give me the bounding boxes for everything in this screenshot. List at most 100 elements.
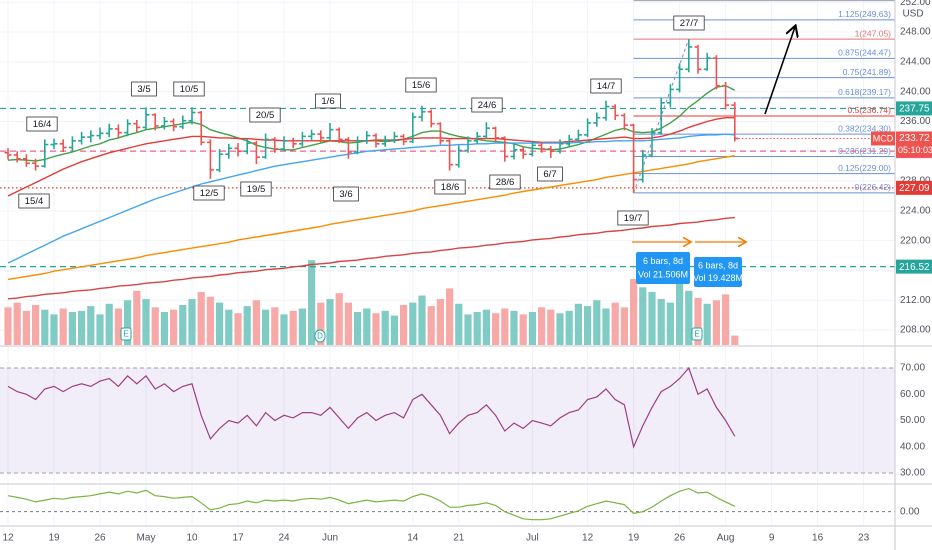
- volume-bar: [41, 309, 49, 345]
- volume-bar: [252, 300, 260, 345]
- volume-bar: [547, 309, 555, 345]
- volume-bar: [400, 304, 408, 345]
- date-box: [173, 81, 205, 97]
- x-tick-label: Jul: [526, 533, 539, 544]
- volume-bar: [648, 292, 656, 345]
- volume-bar: [455, 303, 463, 345]
- volume-bar: [170, 309, 178, 345]
- volume-bar: [271, 307, 279, 345]
- moving-average: [7, 216, 735, 300]
- volume-bar: [381, 310, 389, 345]
- event-label: D: [317, 332, 323, 341]
- volume-bar: [593, 300, 601, 345]
- event-label: E: [694, 330, 699, 339]
- date-label: 14/7: [597, 81, 616, 92]
- volume-bar: [427, 306, 435, 345]
- y-tick-label: 224.00: [900, 206, 931, 217]
- x-tick-label: 24: [278, 533, 290, 544]
- event-marker: [120, 327, 132, 341]
- date-label: 15/4: [25, 196, 44, 207]
- date-label: 24/6: [478, 100, 497, 111]
- y-tick-label: 252.00: [900, 0, 931, 8]
- volume-bar: [528, 312, 536, 345]
- volume-bar: [409, 302, 417, 345]
- grid: [0, 0, 895, 526]
- volume-bar: [620, 307, 628, 345]
- fib-label: 0(226.42): [855, 182, 892, 192]
- volume-bar: [124, 300, 132, 345]
- date-label: 15/6: [412, 80, 431, 91]
- last-price-tag: [896, 131, 932, 158]
- volume-bar: [519, 314, 527, 345]
- y-tick-label: 244.00: [900, 56, 931, 67]
- moving-average: [7, 155, 735, 281]
- date-box: [26, 116, 58, 132]
- volume-bar: [722, 294, 730, 345]
- bars-layer: [4, 39, 739, 193]
- volume-bar: [68, 312, 76, 345]
- y-tick-label: 220.00: [900, 235, 931, 246]
- moving-average: [7, 133, 735, 264]
- volume-bar: [243, 306, 251, 345]
- date-box: [673, 15, 705, 31]
- rsi-tick-label: 60.00: [900, 389, 925, 400]
- volume-bar: [335, 293, 343, 345]
- volume-bar: [694, 297, 702, 345]
- x-tick-label: 17: [232, 533, 244, 544]
- x-tick-label: 10: [186, 533, 198, 544]
- fib-label: 0.75(241.89): [843, 67, 891, 77]
- volume-bar: [685, 290, 693, 345]
- volume-bar: [446, 288, 454, 345]
- volume-bar: [436, 299, 444, 345]
- date-box: [489, 174, 521, 190]
- volume-bar: [703, 303, 711, 345]
- y-tick-label: 208.00: [900, 325, 931, 336]
- volume-bar: [657, 299, 665, 345]
- volume-bar: [602, 308, 610, 345]
- volume-bar: [363, 308, 371, 345]
- date-box: [18, 193, 50, 209]
- fib-label: 0.5(236.74): [848, 105, 892, 115]
- volume-bar: [418, 295, 426, 345]
- volume-bar: [712, 300, 720, 345]
- measure-box: [636, 252, 690, 284]
- volume-bar: [372, 313, 380, 345]
- x-tick-label: 19: [628, 533, 640, 544]
- x-tick-label: 26: [674, 533, 686, 544]
- x-tick-label: 9: [769, 533, 775, 544]
- fib-label: 0.125(229.00): [838, 163, 891, 173]
- volume-bar: [510, 310, 518, 345]
- volume-bar: [344, 302, 352, 345]
- countdown: 05:10:03: [898, 145, 932, 155]
- date-box: [240, 181, 272, 197]
- volume-bar: [565, 310, 573, 345]
- rsi-tick-label: 50.00: [900, 415, 925, 426]
- volume-bar: [280, 314, 288, 345]
- volume-bar: [96, 314, 104, 345]
- moving-average: [7, 84, 736, 162]
- price-tag: [896, 259, 932, 274]
- x-tick-label: 12: [582, 533, 594, 544]
- volume-bar: [225, 309, 233, 345]
- volume-bar: [133, 290, 141, 345]
- y-tick-label: 236.00: [900, 116, 931, 127]
- date-box: [131, 81, 157, 97]
- measure-volume: Vol 21.506M: [638, 269, 688, 279]
- volume-bar: [289, 310, 297, 345]
- volume-bar: [611, 302, 619, 345]
- volume-bar: [179, 304, 187, 345]
- volume-bar: [473, 312, 481, 345]
- volume-bar: [630, 279, 638, 345]
- volume-bar: [317, 302, 325, 345]
- volume-bar: [151, 307, 159, 345]
- event-marker: [314, 329, 326, 343]
- fib-label: 1(247.05): [855, 28, 892, 38]
- measure-bars: 6 bars, 8d: [698, 260, 738, 270]
- volume-bar: [731, 335, 739, 345]
- lines-layer: [0, 84, 895, 521]
- x-tick-label: 23: [858, 533, 870, 544]
- volume-bar: [188, 299, 196, 345]
- fib-label: 0.382(234.30): [838, 123, 891, 133]
